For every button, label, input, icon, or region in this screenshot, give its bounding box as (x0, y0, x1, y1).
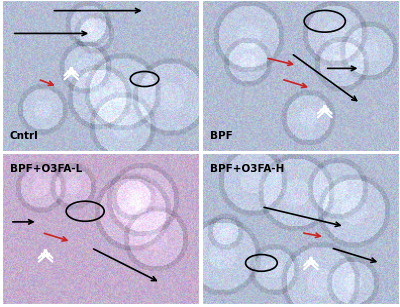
Text: Cntrl: Cntrl (10, 131, 39, 141)
Text: BPF: BPF (210, 131, 233, 141)
Text: BPF+O3FA-H: BPF+O3FA-H (210, 164, 284, 174)
Text: BPF+O3FA-L: BPF+O3FA-L (10, 164, 82, 174)
